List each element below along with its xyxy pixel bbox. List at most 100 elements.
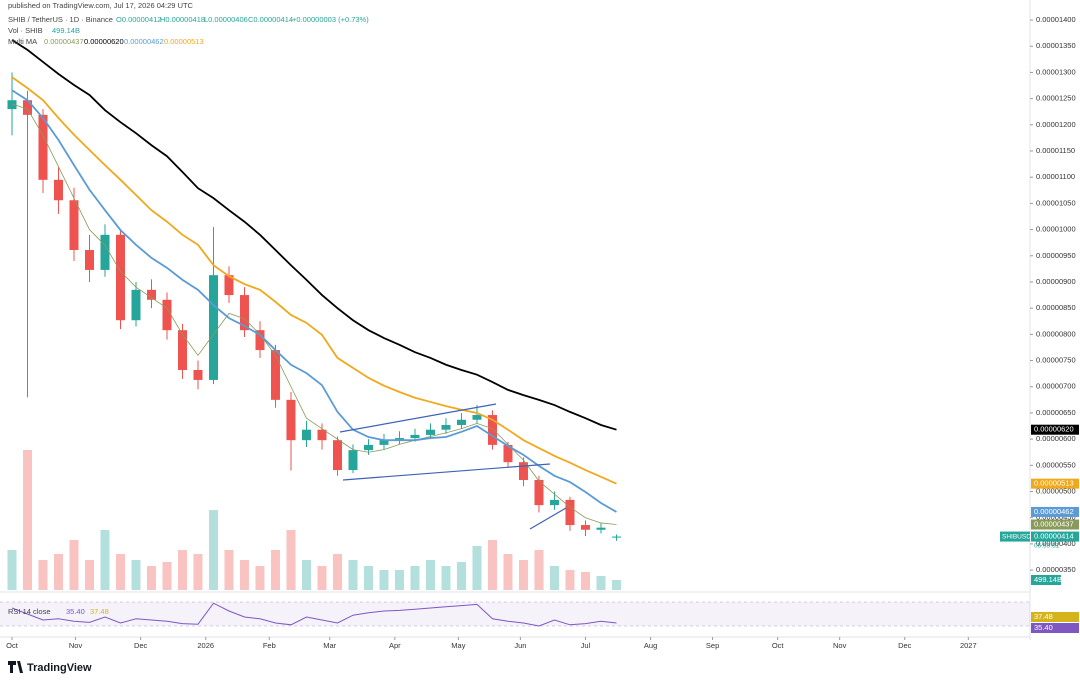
y-tick-label: 0.00000800 xyxy=(1036,329,1076,338)
moving-average xyxy=(11,103,617,525)
y-tick-label: 0.00000700 xyxy=(1036,382,1076,391)
y-tick-label: 0.00001250 xyxy=(1036,94,1076,103)
volume-bar xyxy=(441,566,451,590)
symbol-badge xyxy=(1000,531,1030,542)
volume-bar xyxy=(379,570,389,590)
volume-bar xyxy=(425,560,435,590)
candle-body xyxy=(131,289,141,321)
ma-badge-label: 0.00000620 xyxy=(1034,425,1074,434)
rsi-label: RSI 14 close xyxy=(8,607,51,616)
ma-badge-label: 0.00000437 xyxy=(1034,520,1074,529)
volume-bar xyxy=(131,560,141,590)
candle-body xyxy=(146,289,156,300)
ma-badge xyxy=(1031,519,1079,530)
y-tick-label: 0.00000400 xyxy=(1036,539,1076,548)
candle-body xyxy=(100,234,110,270)
y-tick-label: 0.00001200 xyxy=(1036,120,1076,129)
trend-lines xyxy=(339,403,567,530)
volume-bar xyxy=(255,566,265,590)
volume-bar xyxy=(549,566,559,590)
volume-bar xyxy=(348,560,358,590)
ma-badge-label: 0.00000462 xyxy=(1034,507,1074,516)
candle-body xyxy=(84,250,94,270)
volume-bar xyxy=(472,546,482,590)
moving-average xyxy=(11,39,617,431)
ohlc-value: O0.00000412 xyxy=(116,15,161,24)
candle-body xyxy=(286,399,296,441)
x-tick-label: May xyxy=(451,641,465,650)
x-tick-label: Jul xyxy=(581,641,591,650)
x-tick-label: Jun xyxy=(514,641,526,650)
volume-bar xyxy=(487,540,497,590)
candle-body xyxy=(534,479,544,506)
price-badge xyxy=(1031,531,1079,542)
volume-bar xyxy=(162,562,172,590)
candle-body xyxy=(565,499,575,526)
candle-body xyxy=(224,275,234,296)
y-tick-label: 0.00001150 xyxy=(1036,146,1075,155)
volume-badge xyxy=(1031,575,1061,585)
y-tick-label: 0.00001100 xyxy=(1036,172,1075,181)
brand-name: TradingView xyxy=(27,662,92,674)
candle-body xyxy=(580,525,590,530)
x-tick-label: 2026 xyxy=(197,641,214,650)
candle-body xyxy=(394,438,404,441)
ohlc-value: H0.00000418 xyxy=(160,15,205,24)
rsi-ma-value: 37.48 xyxy=(90,607,109,616)
channel-upper xyxy=(339,403,497,433)
x-tick-label: Nov xyxy=(69,641,83,650)
candle-body xyxy=(549,499,559,506)
candle-body xyxy=(518,462,528,480)
moving-average xyxy=(11,76,617,485)
rsi-badge-label: 35.40 xyxy=(1034,623,1053,632)
price-badge-label: 0.00000414 xyxy=(1034,532,1074,541)
candle-body xyxy=(441,424,451,430)
candle-body xyxy=(611,536,621,538)
volume-bar xyxy=(38,560,48,590)
x-tick-label: Sep xyxy=(706,641,719,650)
candle-body xyxy=(456,419,466,425)
rsi-value: 35.40 xyxy=(66,607,85,616)
brand-logo xyxy=(8,661,23,673)
volume-bar xyxy=(580,572,590,590)
candle-body xyxy=(410,434,420,439)
candle-body xyxy=(115,234,125,321)
candle-body xyxy=(255,330,265,351)
brand: TradingView xyxy=(8,661,92,674)
volume-label: Vol · SHIB xyxy=(8,26,43,35)
candle-body xyxy=(177,330,187,370)
candle-body xyxy=(7,100,17,110)
volume-bar xyxy=(363,566,373,590)
candle-body xyxy=(53,179,63,201)
y-tick-label: 0.00000450 xyxy=(1036,513,1076,522)
x-tick-label: Dec xyxy=(134,641,148,650)
y-tick-label: 0.00000900 xyxy=(1036,277,1076,286)
symbol-title: SHIB / TetherUS · 1D · Binance xyxy=(8,15,113,24)
candle-body xyxy=(193,369,203,380)
published-note: published on TradingView.com, Jul 17, 20… xyxy=(8,1,194,10)
channel-lower xyxy=(342,463,551,481)
y-tick-label: 0.00001050 xyxy=(1036,198,1076,207)
volume-bar xyxy=(456,562,466,590)
candle-body xyxy=(348,450,358,471)
rsi-line xyxy=(11,602,617,627)
rsi-badge xyxy=(1031,623,1079,633)
countdown: 05:55:51 xyxy=(1034,542,1060,549)
ma-value: 0.00000620 xyxy=(84,37,124,46)
wedge-line xyxy=(529,507,567,530)
ohlc-value: L0.00000406 xyxy=(204,15,248,24)
x-tick-label: Nov xyxy=(833,641,847,650)
candle-body xyxy=(363,444,373,451)
candle-body xyxy=(38,114,48,180)
ma-badge xyxy=(1031,478,1079,489)
x-tick-label: Mar xyxy=(323,641,336,650)
volume-bar xyxy=(53,554,63,590)
candle-body xyxy=(487,415,497,445)
symbol-badge-label: SHIBUSDT xyxy=(1002,533,1035,540)
volume-bar xyxy=(317,566,327,590)
ma-label: Multi MA xyxy=(8,37,37,46)
volume-bar xyxy=(518,560,528,590)
moving-average xyxy=(11,89,617,513)
volume-bar xyxy=(7,550,17,590)
y-tick-label: 0.00001400 xyxy=(1036,15,1076,24)
